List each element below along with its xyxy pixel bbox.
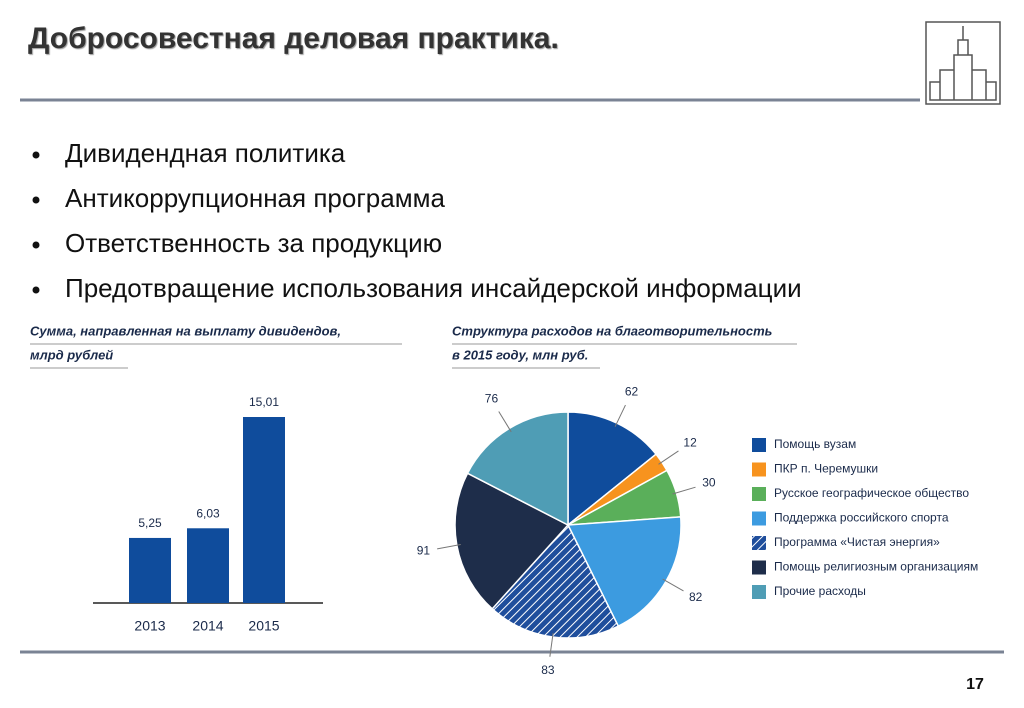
bar [187, 528, 229, 603]
value-label: 6,03 [196, 506, 220, 520]
legend-swatch [752, 511, 766, 526]
legend-swatch [752, 462, 766, 477]
value-label: 30 [702, 475, 716, 489]
chart-title: млрд рублей [30, 347, 113, 362]
value-label: 5,25 [138, 516, 162, 530]
slide-title: Добросовестная деловая практика. [28, 22, 559, 55]
bar [129, 537, 171, 603]
legend-swatch [752, 536, 766, 550]
leader-line [498, 411, 512, 433]
value-label: 82 [689, 590, 703, 604]
bullet-dot [32, 196, 40, 204]
legend-label: Программа «Чистая энергия» [774, 535, 940, 549]
legend-label: ПКР п. Черемушки [774, 462, 878, 476]
bullet-text: Дивидендная политика [65, 138, 346, 168]
chart-title: Сумма, направленная на выплату дивидендо… [30, 323, 341, 338]
legend-label: Помощь религиозным организациям [774, 560, 978, 574]
chart-title: в 2015 году, млн руб. [452, 347, 588, 362]
legend-swatch [752, 560, 766, 575]
x-tick-label: 2015 [248, 618, 279, 634]
legend-label: Поддержка российского спорта [774, 511, 949, 525]
leader-line [614, 404, 626, 427]
bullet-dot [32, 286, 40, 294]
bullet-dot [32, 241, 40, 249]
page-number: 17 [966, 676, 984, 693]
bullet-dot [32, 151, 40, 159]
value-label: 76 [485, 392, 499, 406]
bullet-text: Предотвращение использования инсайдерско… [65, 273, 802, 303]
value-label: 12 [683, 435, 697, 449]
legend-swatch [752, 487, 766, 501]
logo [925, 21, 1001, 105]
leader-line [658, 450, 679, 465]
chart-title: Структура расходов на благотворительност… [452, 323, 772, 338]
leader-line [549, 632, 554, 657]
legend-swatch [752, 438, 766, 452]
leader-line [662, 578, 684, 592]
x-tick-label: 2013 [134, 618, 165, 634]
legend-label: Помощь вузам [774, 437, 856, 451]
bar [243, 417, 285, 603]
value-label: 15,01 [249, 395, 279, 409]
leader-line [672, 486, 696, 495]
legend-swatch [752, 585, 766, 599]
bullet-text: Антикоррупционная программа [65, 183, 445, 213]
value-label: 62 [625, 385, 639, 399]
value-label: 91 [417, 544, 431, 558]
legend-label: Прочие расходы [774, 584, 866, 598]
legend-label: Русское географическое общество [774, 486, 969, 500]
leader-line [437, 544, 461, 550]
value-label: 83 [541, 663, 555, 677]
bullet-text: Ответственность за продукцию [65, 228, 442, 258]
x-tick-label: 2014 [192, 618, 223, 634]
